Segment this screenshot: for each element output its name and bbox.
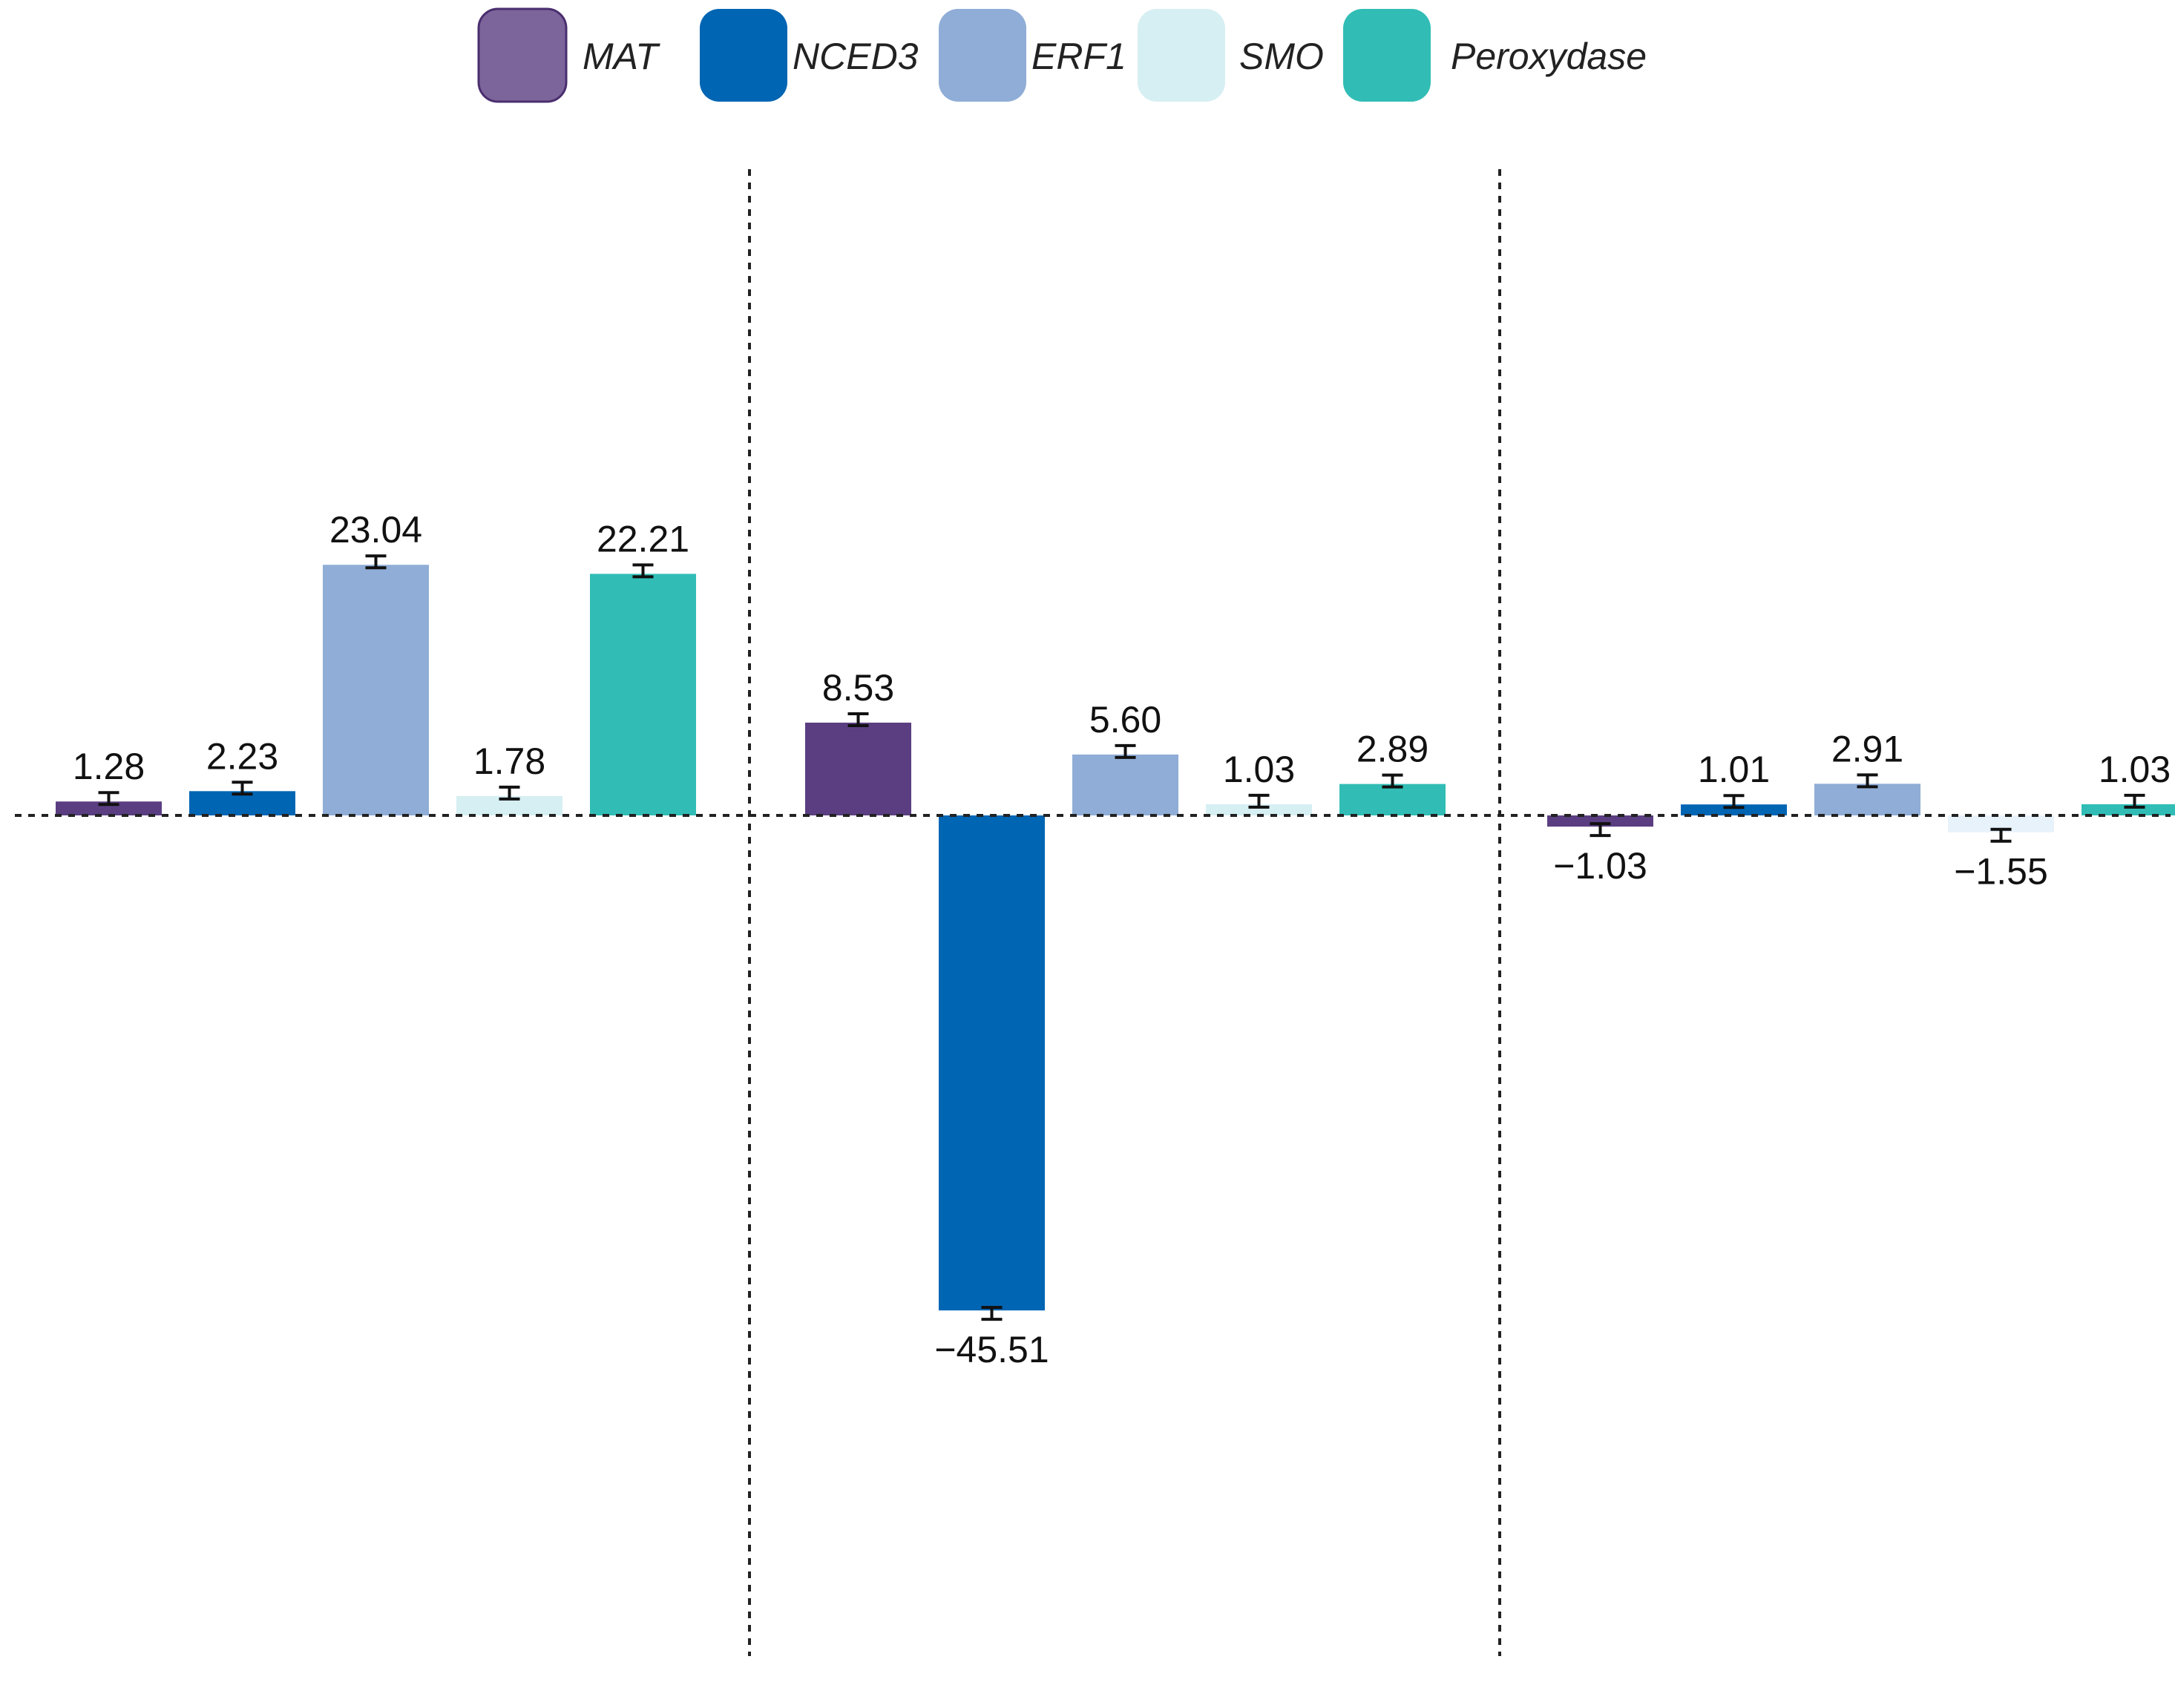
error-bar-group1-mat bbox=[98, 791, 119, 807]
bar-group3-erf1 bbox=[1814, 784, 1920, 815]
error-bar-group2-mat bbox=[847, 712, 869, 727]
error-bar-group1-peroxydase bbox=[632, 563, 654, 579]
value-label-group3-nced3: 1.01 bbox=[1698, 749, 1770, 790]
bar-group1-erf1 bbox=[323, 565, 429, 815]
legend-label-erf1: ERF1 bbox=[1031, 36, 1126, 77]
value-label-group2-erf1: 5.60 bbox=[1089, 699, 1161, 740]
error-bar-group1-smo bbox=[499, 785, 520, 801]
legend-swatch-erf1 bbox=[939, 9, 1026, 102]
error-bar-group3-mat bbox=[1590, 822, 1611, 838]
error-bar-group2-erf1 bbox=[1115, 743, 1136, 759]
error-bar-group3-nced3 bbox=[1723, 794, 1745, 809]
error-bar-group3-smo bbox=[1990, 827, 2012, 843]
value-label-group1-peroxydase: 22.21 bbox=[597, 518, 689, 559]
bar-group2-mat bbox=[805, 722, 911, 815]
bar-group3-mat bbox=[1547, 815, 1653, 827]
error-bar-group1-nced3 bbox=[232, 781, 253, 796]
bar-group3-peroxydase bbox=[2081, 804, 2175, 815]
value-label-group1-erf1: 23.04 bbox=[329, 509, 422, 551]
value-label-group3-smo: −1.55 bbox=[1954, 851, 2048, 893]
value-label-group3-mat: −1.03 bbox=[1553, 845, 1647, 887]
bar-group1-mat bbox=[56, 801, 162, 815]
legend-swatch-nced3 bbox=[700, 9, 787, 102]
error-bar-group2-smo bbox=[1248, 793, 1270, 809]
legend-label-smo: SMO bbox=[1239, 36, 1324, 77]
bars bbox=[56, 554, 2175, 1321]
bar-group1-peroxydase bbox=[590, 574, 696, 815]
value-labels: 1.28 2.23 23.04 1.78 22.21 8.53 −45.51 5.60 1.03… bbox=[73, 509, 2171, 1370]
error-bar-group2-nced3 bbox=[981, 1306, 1003, 1321]
legend-swatch-mat bbox=[477, 7, 568, 103]
value-label-group2-smo: 1.03 bbox=[1223, 749, 1295, 790]
bar-group3-nced3 bbox=[1681, 804, 1787, 815]
legend: MAT NCED3 ERF1 SMO Peroxydase bbox=[477, 7, 1647, 103]
bar-group2-peroxydase bbox=[1339, 784, 1446, 815]
bar-group2-nced3 bbox=[939, 815, 1045, 1311]
value-label-group2-mat: 8.53 bbox=[822, 667, 894, 709]
value-label-group3-erf1: 2.91 bbox=[1831, 728, 1903, 769]
legend-label-peroxydase: Peroxydase bbox=[1451, 36, 1647, 77]
bar-group2-erf1 bbox=[1072, 754, 1178, 815]
legend-label-nced3: NCED3 bbox=[793, 36, 919, 77]
value-label-group1-nced3: 2.23 bbox=[206, 735, 278, 777]
bar-group2-smo bbox=[1206, 804, 1312, 815]
bar-group3-smo bbox=[1948, 815, 2054, 832]
value-label-group1-smo: 1.78 bbox=[473, 740, 545, 782]
legend-swatch-peroxydase bbox=[1343, 9, 1431, 102]
value-label-group2-nced3: −45.51 bbox=[934, 1329, 1049, 1370]
error-bar-group3-peroxydase bbox=[2124, 793, 2145, 809]
value-label-group3-peroxydase: 1.03 bbox=[2099, 749, 2171, 790]
legend-label-mat: MAT bbox=[583, 36, 660, 77]
error-bar-group1-erf1 bbox=[365, 554, 387, 570]
error-bar-group3-erf1 bbox=[1857, 773, 1878, 789]
value-label-group1-mat: 1.28 bbox=[73, 746, 145, 787]
value-label-group2-peroxydase: 2.89 bbox=[1356, 729, 1428, 770]
legend-swatch-smo bbox=[1138, 9, 1225, 102]
error-bar-group2-peroxydase bbox=[1382, 773, 1403, 789]
group-dividers bbox=[748, 169, 1501, 1656]
